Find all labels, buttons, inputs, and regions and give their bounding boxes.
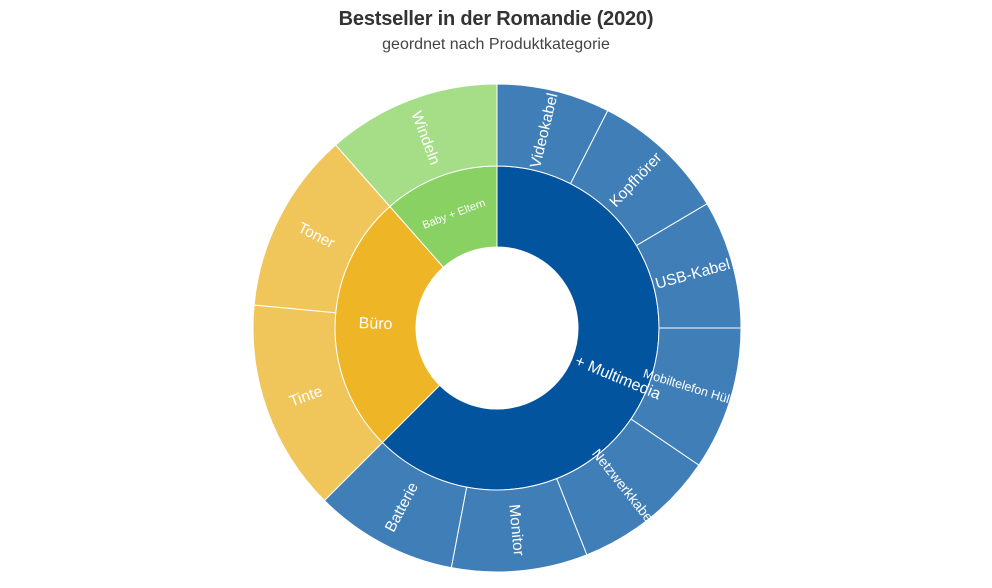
chart-subtitle: geordnet nach Produktkategorie [382,36,610,53]
label-monitor: Monitor [505,504,527,557]
outer-ring [252,83,742,573]
chart-title: Bestseller in der Romandie (2020) [338,8,654,30]
inner-ring [334,165,660,491]
label-buero: Büro [358,315,392,333]
segment-windeln[interactable] [334,83,498,208]
